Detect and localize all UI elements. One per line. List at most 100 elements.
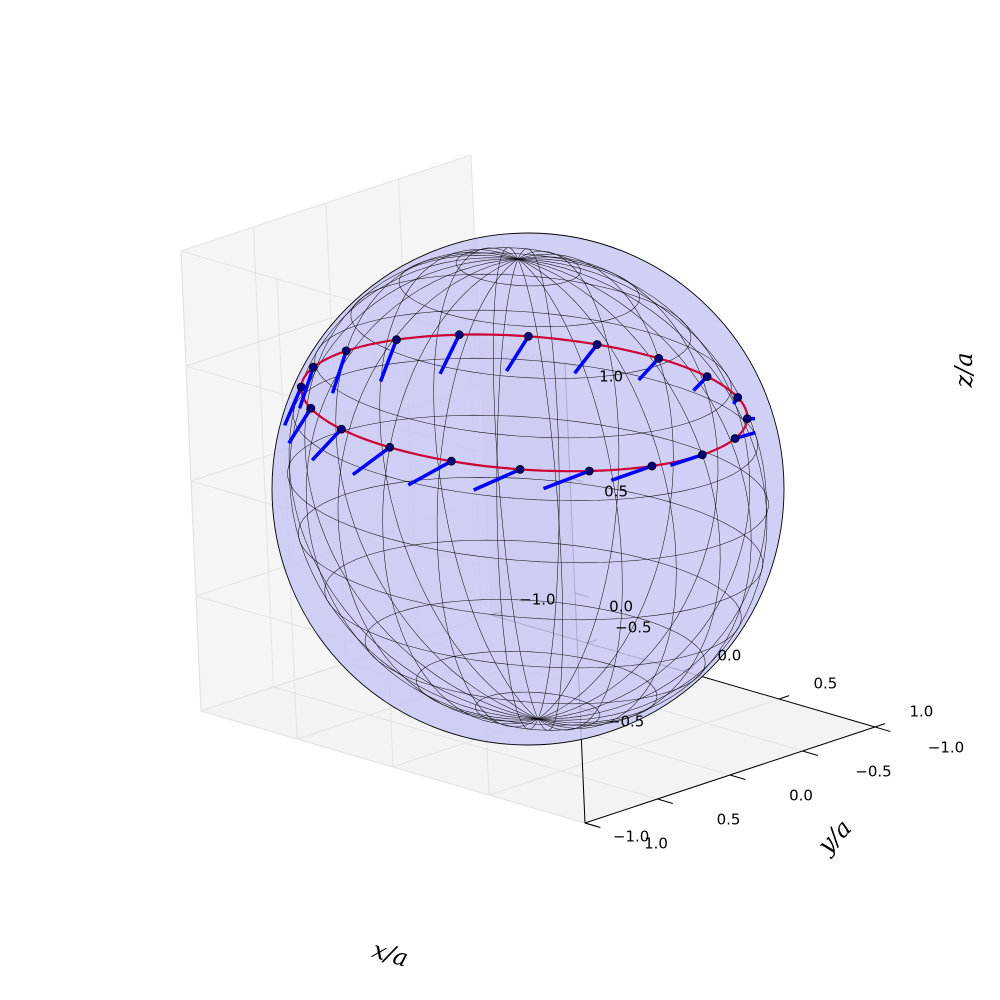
x-tick [874, 723, 886, 728]
sphere-body [271, 232, 785, 746]
vector-line [407, 459, 453, 487]
spin-vector [407, 456, 456, 487]
z-tick-label: −1.0 [613, 827, 649, 845]
spin-vector [330, 346, 351, 394]
sphere-surface [271, 232, 785, 746]
spin-vector [637, 353, 664, 382]
meridian-line [433, 247, 539, 720]
meridian-line [517, 258, 751, 720]
z-tick-label: 1.0 [599, 367, 623, 385]
meridian-line [517, 258, 768, 721]
data-point [730, 434, 740, 443]
spin-vector [287, 403, 316, 445]
data-point [515, 464, 525, 474]
vector-line [310, 427, 343, 462]
vector-line [610, 464, 653, 483]
meridian-line [337, 258, 539, 722]
spin-vector [732, 392, 743, 405]
meridian-line [382, 258, 539, 725]
meridian-line [493, 247, 539, 720]
data-point [742, 414, 752, 424]
meridian-line [305, 258, 539, 720]
vector-line [472, 467, 521, 492]
data-point [584, 466, 594, 476]
tick-labels: −1.0 −1.0 −1.0 −0.5 −0.5 −0.5 0.0 0.0 0.0 0.5 0.5 0… [519, 367, 964, 852]
meridian-line [288, 257, 539, 720]
meridian-line [379, 249, 539, 720]
grid-line [273, 686, 658, 800]
meridian-line [517, 258, 752, 723]
grid-line [200, 710, 586, 824]
y-tick-label: 0.5 [717, 811, 741, 829]
spin-vector [610, 461, 657, 483]
spin-vector [351, 442, 395, 477]
spin-vector [310, 424, 346, 462]
vector-line [297, 366, 316, 409]
meridian-line [517, 258, 721, 726]
spin-vector [505, 331, 533, 373]
y-tick [584, 822, 601, 828]
vector-line [573, 343, 599, 375]
meridian-line [289, 258, 539, 720]
x-tick-label: −0.5 [615, 619, 651, 637]
spin-vectors [282, 330, 756, 492]
data-point [592, 340, 602, 349]
data-point [308, 362, 318, 372]
y-tick [802, 750, 818, 756]
vector-line [542, 469, 590, 491]
x-tick [778, 695, 790, 700]
y-tick-label: 0.0 [789, 787, 813, 805]
vector-line [378, 339, 399, 383]
vector-line [505, 335, 530, 373]
y-tick [874, 726, 891, 732]
data-point [306, 403, 316, 413]
spin-vector [297, 362, 318, 409]
vector-line [669, 453, 703, 467]
vector-line [637, 357, 660, 382]
x-tick-label: 1.0 [909, 703, 933, 721]
vector-line [330, 350, 348, 394]
y-tick-label: 1.0 [644, 835, 668, 853]
grid-line [488, 698, 780, 796]
spin-vector [438, 330, 464, 375]
spin-vector [692, 372, 712, 392]
z-tick-label: 0.5 [604, 482, 628, 500]
meridian-line [517, 258, 563, 731]
z-tick-label: −0.5 [608, 712, 644, 730]
x-tick-label: 0.5 [813, 675, 837, 693]
grid-line [180, 250, 202, 712]
y-axis-label: y/a [811, 814, 857, 860]
meridian-line [517, 250, 620, 720]
spin-vector [542, 466, 594, 491]
grid-line [180, 154, 472, 252]
data-point [446, 456, 456, 466]
sphere-wireframe [287, 247, 769, 731]
spin-vector [472, 464, 525, 492]
y-tick [729, 774, 746, 780]
vector-line [438, 333, 461, 375]
data-point [697, 450, 707, 460]
meridian-line [517, 256, 719, 720]
spin-vector [669, 450, 707, 467]
x-tick-label: 0.0 [717, 647, 741, 665]
spin-vector [730, 430, 756, 443]
data-point [336, 424, 346, 434]
meridian-line [517, 258, 623, 731]
z-tick-label: 0.0 [609, 597, 633, 615]
spin-vector [742, 414, 756, 424]
meridian-line [517, 258, 677, 729]
data-point [341, 346, 351, 356]
data-point [654, 353, 664, 363]
meridian-line [517, 258, 767, 720]
meridian-line [304, 255, 539, 720]
vector-line [351, 445, 391, 477]
data-point [524, 331, 533, 341]
x-axis-label: x/a [369, 935, 412, 972]
grid-line [253, 226, 274, 688]
spin-vector [573, 340, 602, 375]
data-point [733, 392, 743, 402]
y-tick-label: −1.0 [928, 739, 964, 757]
y-tick-label: −0.5 [855, 763, 891, 781]
data-point [392, 335, 401, 345]
